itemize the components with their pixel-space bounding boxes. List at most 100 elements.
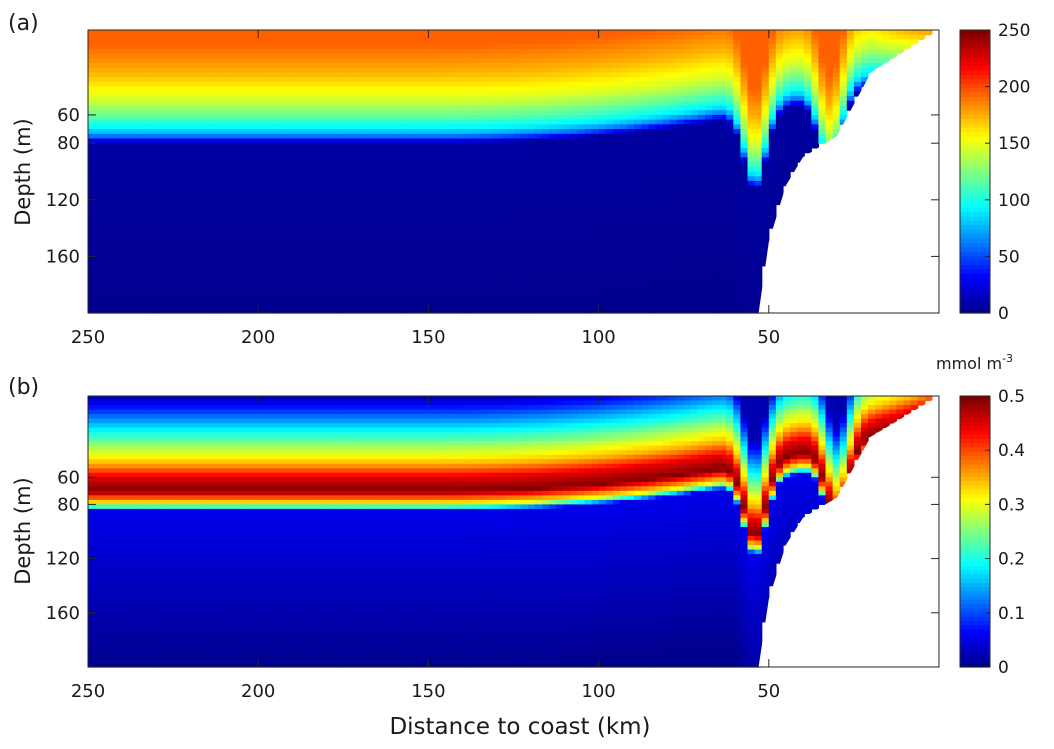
heatmap-cell [173, 44, 181, 50]
heatmap-cell [371, 34, 380, 41]
heatmap-cell [548, 218, 557, 224]
heatmap-cell [449, 44, 458, 50]
heatmap-cell [577, 246, 586, 253]
heatmap-cell [612, 129, 621, 135]
heatmap-cell [520, 180, 529, 187]
heatmap-cell [485, 44, 493, 50]
heatmap-cell [414, 53, 422, 59]
heatmap-cell [556, 138, 564, 144]
heatmap-cell [194, 294, 203, 300]
heatmap-cell [194, 58, 203, 64]
heatmap-cell [265, 110, 273, 116]
heatmap-cell [577, 44, 586, 50]
heatmap-cell [392, 143, 401, 149]
heatmap-cell [187, 34, 195, 41]
heatmap-cell [470, 166, 479, 173]
heatmap-cell [570, 185, 578, 191]
heatmap-cell [336, 34, 344, 41]
heatmap-cell [350, 185, 359, 191]
heatmap-cell [513, 228, 522, 234]
heatmap-cell [641, 261, 649, 267]
heatmap-cell [343, 67, 351, 74]
heatmap-cell [187, 265, 195, 272]
heatmap-cell [584, 279, 593, 286]
heatmap-cell [201, 63, 210, 69]
heatmap-cell [428, 138, 437, 144]
heatmap-cell [655, 213, 664, 220]
heatmap-cell [109, 270, 117, 276]
heatmap-cell [428, 157, 437, 163]
heatmap-cell [322, 91, 330, 97]
heatmap-cell [180, 256, 188, 262]
heatmap-cell [130, 53, 139, 59]
heatmap-cell [251, 199, 259, 206]
heatmap-cell [414, 63, 422, 69]
heatmap-cell [513, 143, 522, 149]
heatmap-cell [307, 270, 316, 276]
heatmap-cell [173, 96, 181, 102]
heatmap-cell [336, 96, 344, 102]
heatmap-cell [236, 279, 245, 286]
heatmap-cell [208, 275, 217, 281]
heatmap-cell [158, 228, 167, 234]
heatmap-cell [102, 157, 110, 163]
heatmap-cell [435, 152, 444, 158]
heatmap-cell [364, 171, 373, 177]
heatmap-cell [463, 58, 472, 64]
heatmap-cell [251, 119, 259, 125]
heatmap-cell [449, 39, 458, 45]
heatmap-cell [463, 242, 472, 248]
heatmap-cell [307, 308, 316, 314]
heatmap-cell [229, 162, 238, 168]
heatmap-cell [527, 209, 536, 215]
heatmap-cell [392, 81, 401, 88]
heatmap-cell [336, 218, 344, 224]
heatmap-cell [95, 96, 103, 102]
heatmap-cell [286, 275, 295, 281]
heatmap-cell [563, 152, 571, 158]
heatmap-cell [265, 152, 273, 158]
heatmap-cell [584, 53, 593, 59]
heatmap-cell [513, 218, 522, 224]
heatmap-cell [244, 256, 252, 262]
heatmap-cell [605, 298, 614, 305]
heatmap-cell [400, 100, 408, 107]
heatmap-cell [151, 185, 160, 191]
heatmap-cell [144, 58, 153, 64]
heatmap-cell [95, 180, 103, 187]
heatmap-cell [215, 204, 224, 210]
heatmap-cell [634, 119, 642, 125]
heatmap-cell [641, 176, 649, 182]
heatmap-cell [236, 171, 245, 177]
heatmap-cell [556, 223, 564, 229]
heatmap-cell [350, 162, 359, 168]
heatmap-cell [478, 86, 486, 92]
heatmap-cell [343, 119, 351, 125]
heatmap-cell [229, 147, 238, 154]
heatmap-cell [88, 100, 96, 107]
heatmap-cell [187, 152, 195, 158]
heatmap-cell [187, 39, 195, 45]
heatmap-cell [541, 185, 550, 191]
heatmap-cell [548, 228, 557, 234]
heatmap-cell [329, 228, 337, 234]
heatmap-cell [88, 58, 96, 64]
heatmap-cell [293, 147, 302, 154]
heatmap-cell [229, 251, 238, 257]
heatmap-cell [229, 72, 238, 78]
heatmap-cell [470, 185, 479, 191]
heatmap-cell [385, 265, 394, 272]
heatmap-cell [442, 147, 451, 154]
heatmap-cell [158, 147, 167, 154]
heatmap-cell [548, 204, 557, 210]
heatmap-cell [187, 162, 195, 168]
heatmap-cell [577, 308, 586, 314]
heatmap-cell [648, 209, 656, 215]
heatmap-cell [570, 199, 578, 206]
heatmap-cell [293, 209, 302, 215]
heatmap-cell [421, 242, 429, 248]
heatmap-cell [279, 96, 288, 102]
heatmap-cell [307, 209, 316, 215]
heatmap-cell [541, 180, 550, 187]
heatmap-cell [336, 63, 344, 69]
